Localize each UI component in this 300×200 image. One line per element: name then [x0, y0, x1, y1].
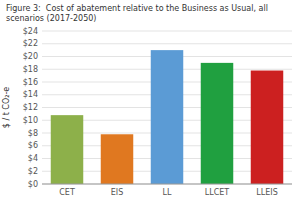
- bar: [101, 134, 134, 184]
- y-tick-label: $20: [23, 52, 38, 61]
- y-tick-label: $18: [23, 65, 38, 74]
- y-tick-label: $8: [28, 129, 38, 138]
- y-tick-label: $10: [23, 116, 38, 125]
- y-tick-label: $4: [28, 154, 38, 163]
- x-tick-label: EIS: [111, 188, 124, 197]
- y-axis-label: $ / t CO₂-e: [2, 87, 11, 129]
- y-tick-label: $2: [28, 167, 38, 176]
- chart: Figure 3: Cost of abatement relative to …: [0, 0, 300, 200]
- x-tick-label: LLEIS: [256, 188, 277, 197]
- grid-line: [42, 184, 292, 185]
- grid-line: [42, 43, 292, 44]
- y-tick-label: $22: [23, 39, 38, 48]
- bars: [51, 50, 284, 184]
- title: Figure 3: Cost of abatement relative to …: [6, 4, 268, 23]
- bar: [151, 50, 184, 184]
- y-tick-label: $16: [23, 78, 38, 87]
- y-tick-label: $14: [23, 90, 38, 99]
- x-tick-label: LLCET: [205, 188, 230, 197]
- bar: [251, 71, 284, 184]
- title-line: scenarios (2017-2050): [6, 14, 96, 23]
- y-tick-label: $6: [28, 141, 38, 150]
- title-line: Figure 3: Cost of abatement relative to …: [6, 4, 268, 13]
- x-axis-line: [42, 184, 292, 185]
- bar: [51, 115, 84, 184]
- y-tick-label: $12: [23, 103, 38, 112]
- x-tick-label: CET: [59, 188, 75, 197]
- x-tick-label: LL: [163, 188, 172, 197]
- grid-line: [42, 31, 292, 32]
- bar: [201, 63, 234, 184]
- y-tick-label: $24: [23, 27, 38, 36]
- y-tick-label: $0: [28, 180, 38, 189]
